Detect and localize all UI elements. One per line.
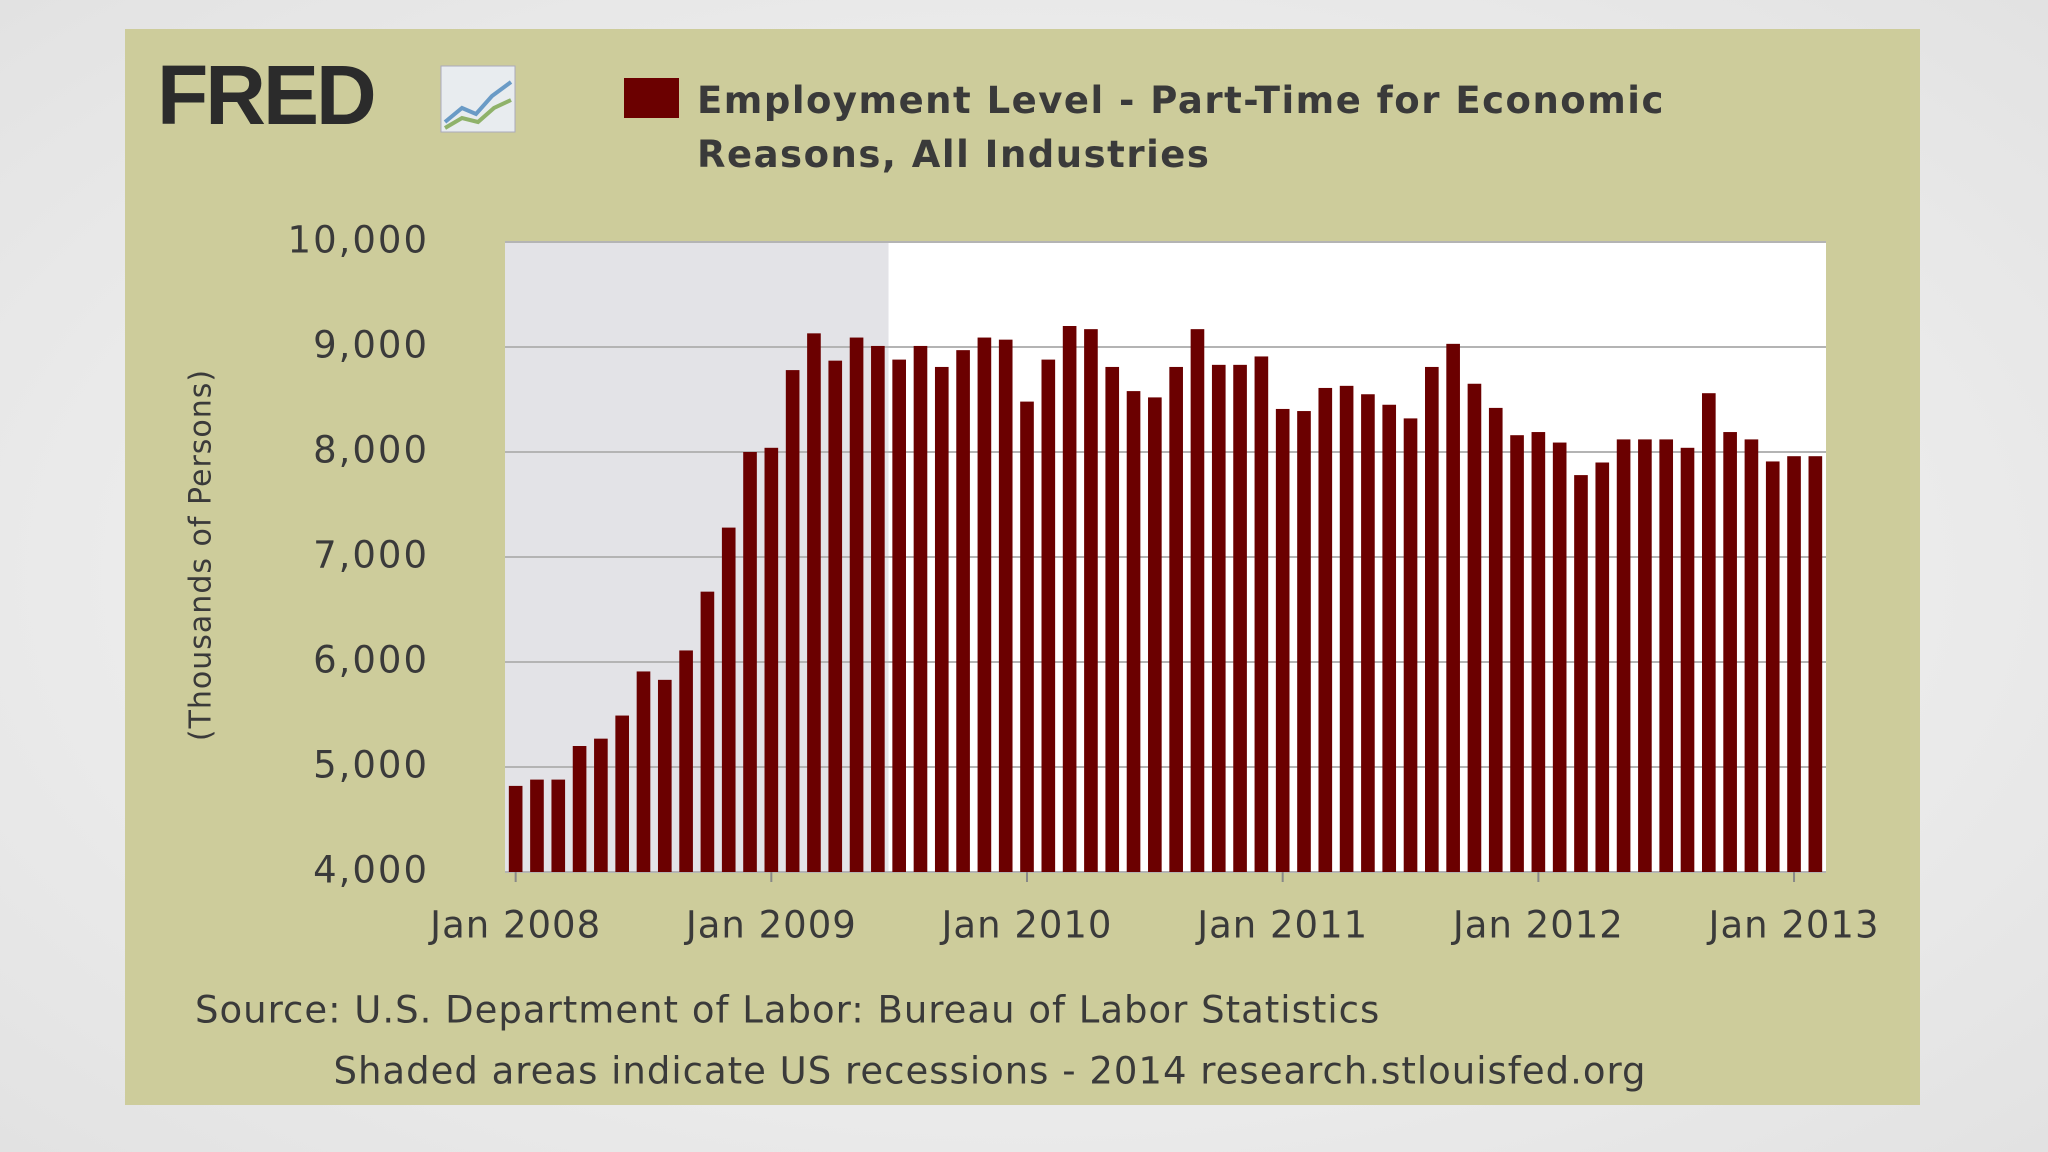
y-tick-label: 10,000 [288, 219, 429, 262]
bar [956, 350, 970, 872]
bar [679, 650, 693, 872]
chart-title: Employment Level - Part-Time for Economi… [697, 79, 1665, 176]
note: Shaded areas indicate US recessions - 20… [333, 1050, 1646, 1093]
bar [657, 679, 672, 872]
x-tick-label: Jan 2008 [428, 904, 601, 947]
legend-swatch [624, 78, 679, 118]
y-tick-label: 4,000 [313, 849, 429, 892]
bar [636, 671, 651, 872]
bar [1425, 366, 1439, 872]
bar [1403, 418, 1418, 872]
logo-icon [440, 65, 516, 133]
bar [871, 345, 885, 872]
bar [849, 337, 864, 872]
bar [530, 779, 544, 872]
bar [1041, 359, 1056, 873]
x-tick-label: Jan 2010 [940, 904, 1113, 947]
bar [572, 746, 587, 872]
bar [1765, 461, 1780, 872]
y-tick-label: 9,000 [313, 324, 429, 367]
bar [615, 715, 630, 872]
x-tick-label: Jan 2013 [1707, 904, 1880, 947]
source: Source: U.S. Department of Labor: Bureau… [195, 989, 1380, 1032]
bar [1382, 404, 1397, 872]
bar [1190, 329, 1205, 872]
bar [743, 452, 757, 872]
bar [1552, 442, 1567, 872]
bar [1105, 366, 1120, 872]
y-tick-label: 6,000 [313, 639, 429, 682]
logo: FRED [157, 48, 374, 142]
bar [977, 337, 992, 872]
bar [1062, 326, 1077, 872]
bar [700, 591, 715, 872]
bar [594, 738, 608, 872]
bar [1275, 408, 1290, 872]
bar [1616, 439, 1631, 872]
x-tick-label: Jan 2011 [1195, 904, 1368, 947]
bar [1126, 391, 1141, 872]
x-tick-label: Jan 2009 [684, 904, 857, 947]
bar [828, 360, 843, 872]
bar [785, 370, 800, 872]
bar [1488, 407, 1503, 872]
bar [1211, 364, 1226, 872]
y-tick-label: 7,000 [313, 534, 429, 577]
bar [1084, 329, 1098, 872]
y-tick-label: 5,000 [313, 744, 429, 787]
bar [998, 339, 1013, 872]
bar [1233, 364, 1247, 872]
x-tick-label: Jan 2012 [1451, 904, 1624, 947]
bar [1595, 462, 1610, 872]
bar [1723, 432, 1737, 872]
bar [1531, 432, 1546, 872]
bar [1254, 356, 1269, 872]
bar [1446, 343, 1460, 873]
bar [892, 359, 906, 873]
bar [913, 345, 928, 872]
bar [1744, 439, 1759, 872]
bar [1339, 385, 1354, 872]
y-tick-label: 8,000 [313, 429, 429, 472]
bar [1680, 447, 1695, 872]
bar [1638, 439, 1652, 872]
bar [508, 785, 523, 872]
bar [1574, 475, 1588, 872]
bar [1467, 383, 1482, 872]
bar [1169, 366, 1183, 872]
bar [1148, 397, 1162, 872]
bar [934, 366, 949, 872]
bar [1659, 439, 1674, 872]
bar [1297, 411, 1311, 872]
bar [1701, 393, 1716, 872]
bar [764, 447, 779, 872]
bar [1787, 456, 1801, 872]
bar [1808, 456, 1823, 872]
bar [1318, 387, 1333, 872]
bar [807, 333, 821, 873]
bar [1020, 401, 1034, 872]
bar [551, 779, 566, 872]
y-axis-label: (Thousands of Persons) [184, 369, 219, 741]
bar [1510, 435, 1524, 872]
bar [1361, 394, 1375, 872]
bar [721, 527, 736, 872]
